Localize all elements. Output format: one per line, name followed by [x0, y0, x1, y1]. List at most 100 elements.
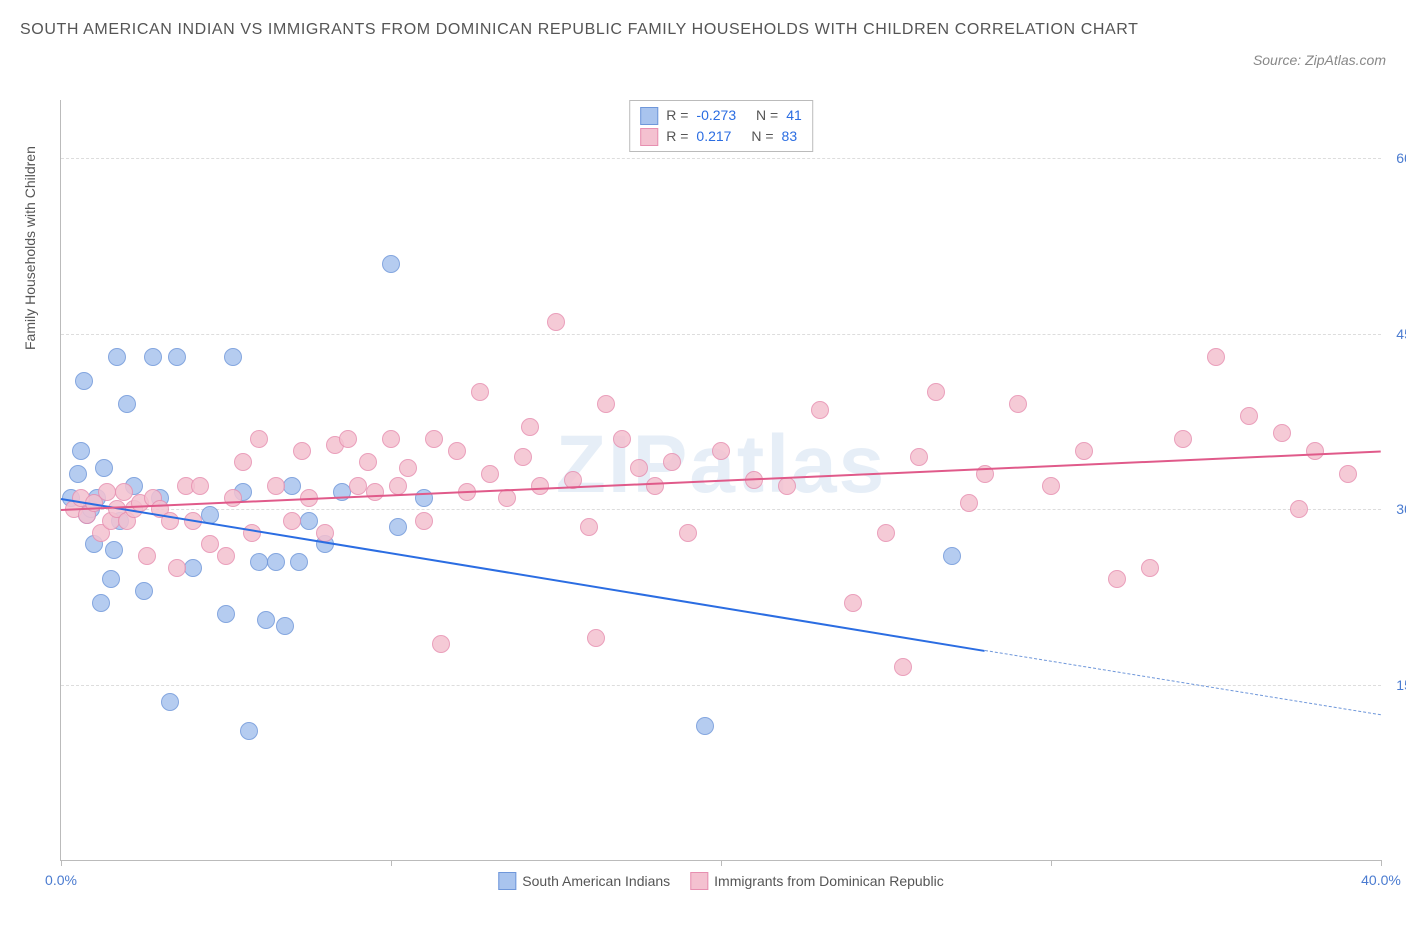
data-point: [679, 524, 697, 542]
data-point: [1141, 559, 1159, 577]
swatch-dom: [640, 128, 658, 146]
data-point: [240, 722, 258, 740]
data-point: [471, 383, 489, 401]
legend-label-sai: South American Indians: [522, 873, 670, 889]
x-tick-label: 40.0%: [1361, 872, 1401, 888]
data-point: [168, 348, 186, 366]
data-point: [366, 483, 384, 501]
data-point: [514, 448, 532, 466]
data-point: [580, 518, 598, 536]
y-tick-label: 45.0%: [1396, 326, 1406, 342]
stats-legend: R = -0.273 N = 41 R = 0.217 N = 83: [629, 100, 813, 152]
series-legend: South American Indians Immigrants from D…: [498, 872, 943, 890]
data-point: [778, 477, 796, 495]
legend-label-dom: Immigrants from Dominican Republic: [714, 873, 944, 889]
data-point: [349, 477, 367, 495]
data-point: [290, 553, 308, 571]
n-value-dom: 83: [782, 126, 798, 147]
x-tick: [1381, 860, 1382, 866]
data-point: [894, 658, 912, 676]
data-point: [267, 553, 285, 571]
data-point: [811, 401, 829, 419]
data-point: [927, 383, 945, 401]
n-label-sai: N =: [756, 105, 778, 126]
data-point: [712, 442, 730, 460]
data-point: [224, 348, 242, 366]
data-point: [1075, 442, 1093, 460]
data-point: [630, 459, 648, 477]
data-point: [1240, 407, 1258, 425]
data-point: [547, 313, 565, 331]
data-point: [135, 582, 153, 600]
data-point: [92, 594, 110, 612]
r-value-dom: 0.217: [696, 126, 731, 147]
data-point: [69, 465, 87, 483]
data-point: [521, 418, 539, 436]
chart-title: SOUTH AMERICAN INDIAN VS IMMIGRANTS FROM…: [20, 18, 1139, 42]
y-tick-label: 60.0%: [1396, 150, 1406, 166]
trend-line: [61, 451, 1381, 511]
gridline: [61, 685, 1381, 686]
data-point: [1042, 477, 1060, 495]
data-point: [1108, 570, 1126, 588]
data-point: [960, 494, 978, 512]
swatch-dom: [690, 872, 708, 890]
swatch-sai: [498, 872, 516, 890]
data-point: [1273, 424, 1291, 442]
data-point: [587, 629, 605, 647]
data-point: [115, 483, 133, 501]
legend-item-sai: South American Indians: [498, 872, 670, 890]
r-label-dom: R =: [666, 126, 688, 147]
trend-line: [985, 650, 1381, 715]
data-point: [1009, 395, 1027, 413]
x-tick-label: 0.0%: [45, 872, 77, 888]
data-point: [481, 465, 499, 483]
data-point: [191, 477, 209, 495]
x-tick: [61, 860, 62, 866]
data-point: [105, 541, 123, 559]
data-point: [696, 717, 714, 735]
data-point: [293, 442, 311, 460]
r-value-sai: -0.273: [696, 105, 736, 126]
data-point: [201, 535, 219, 553]
data-point: [283, 477, 301, 495]
data-point: [98, 483, 116, 501]
y-tick-label: 30.0%: [1396, 501, 1406, 517]
x-tick: [721, 860, 722, 866]
gridline: [61, 334, 1381, 335]
data-point: [234, 453, 252, 471]
data-point: [138, 547, 156, 565]
data-point: [224, 489, 242, 507]
n-label-dom: N =: [751, 126, 773, 147]
data-point: [75, 372, 93, 390]
data-point: [425, 430, 443, 448]
data-point: [943, 547, 961, 565]
trend-line: [61, 498, 985, 652]
data-point: [184, 559, 202, 577]
data-point: [250, 553, 268, 571]
data-point: [300, 512, 318, 530]
legend-item-dom: Immigrants from Dominican Republic: [690, 872, 944, 890]
swatch-sai: [640, 107, 658, 125]
data-point: [118, 395, 136, 413]
data-point: [531, 477, 549, 495]
n-value-sai: 41: [786, 105, 802, 126]
data-point: [339, 430, 357, 448]
data-point: [382, 255, 400, 273]
data-point: [389, 518, 407, 536]
x-tick: [391, 860, 392, 866]
watermark: ZIPatlas: [556, 418, 886, 512]
x-tick: [1051, 860, 1052, 866]
y-axis-label: Family Households with Children: [22, 146, 38, 350]
data-point: [257, 611, 275, 629]
data-point: [663, 453, 681, 471]
data-point: [1290, 500, 1308, 518]
data-point: [276, 617, 294, 635]
data-point: [283, 512, 301, 530]
data-point: [250, 430, 268, 448]
data-point: [316, 524, 334, 542]
data-point: [844, 594, 862, 612]
gridline: [61, 158, 1381, 159]
stats-row-dom: R = 0.217 N = 83: [640, 126, 802, 147]
data-point: [910, 448, 928, 466]
